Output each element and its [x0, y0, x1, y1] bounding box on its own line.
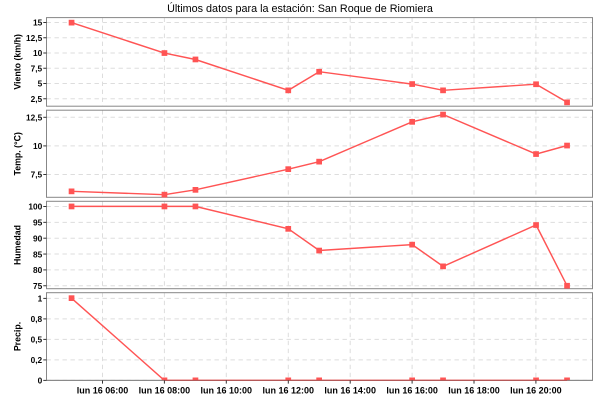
svg-text:lun 16 16:00: lun 16 16:00 [386, 386, 438, 396]
svg-text:12,5: 12,5 [26, 113, 43, 123]
svg-text:0,8: 0,8 [31, 314, 43, 324]
svg-text:100: 100 [28, 202, 42, 212]
svg-text:lun 16 06:00: lun 16 06:00 [77, 386, 129, 396]
svg-text:0,2: 0,2 [31, 355, 43, 365]
svg-text:Humedad: Humedad [12, 225, 22, 265]
svg-text:12,5: 12,5 [26, 33, 43, 43]
svg-text:Viento (km/h): Viento (km/h) [12, 34, 22, 90]
svg-text:90: 90 [33, 233, 43, 243]
svg-text:10: 10 [33, 48, 43, 58]
svg-text:Temp. (°C): Temp. (°C) [12, 132, 22, 175]
svg-text:lun 16 12:00: lun 16 12:00 [263, 386, 315, 396]
svg-text:lun 16 14:00: lun 16 14:00 [324, 386, 376, 396]
svg-text:lun 16 10:00: lun 16 10:00 [201, 386, 253, 396]
svg-text:Últimos datos para la estación: Últimos datos para la estación: San Roqu… [167, 2, 433, 15]
svg-text:lun 16 20:00: lun 16 20:00 [510, 386, 562, 396]
svg-text:0,5: 0,5 [31, 335, 43, 345]
svg-text:85: 85 [33, 249, 43, 259]
svg-text:7,5: 7,5 [31, 63, 43, 73]
svg-text:10: 10 [33, 141, 43, 151]
svg-text:0: 0 [38, 376, 43, 386]
svg-text:7,5: 7,5 [31, 170, 43, 180]
svg-text:15: 15 [33, 18, 43, 28]
svg-text:2,5: 2,5 [31, 94, 43, 104]
svg-text:5: 5 [38, 79, 43, 89]
svg-text:75: 75 [33, 281, 43, 291]
svg-text:80: 80 [33, 265, 43, 275]
svg-text:lun 16 08:00: lun 16 08:00 [139, 386, 191, 396]
svg-text:Precip.: Precip. [12, 322, 22, 351]
svg-text:95: 95 [33, 218, 43, 228]
svg-text:lun 16 18:00: lun 16 18:00 [448, 386, 500, 396]
svg-text:1: 1 [38, 294, 43, 304]
